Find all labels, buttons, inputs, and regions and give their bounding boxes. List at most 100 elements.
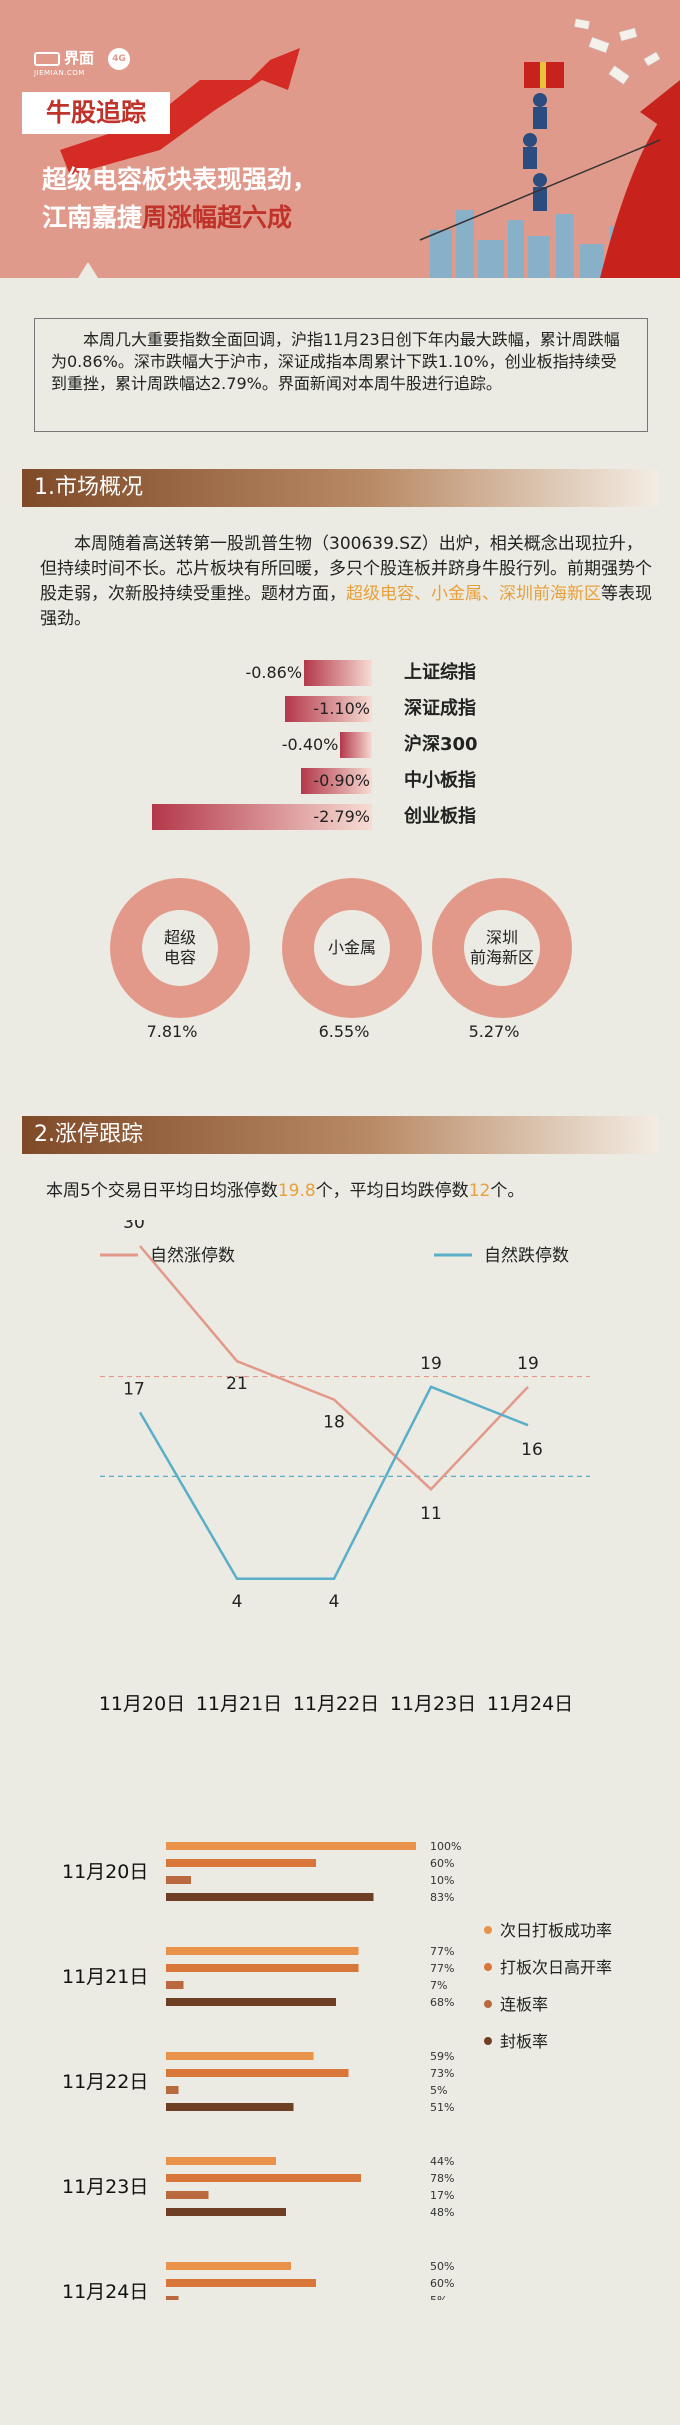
rate-value-label: 5% [430, 2294, 447, 2300]
sector-donut: 小金属 [282, 878, 422, 1018]
rate-value-label: 78% [430, 2172, 454, 2185]
group-date-label: 11月24日 [62, 2281, 148, 2300]
rate-bar [166, 1876, 191, 1884]
rate-bar [166, 2191, 209, 2199]
rate-value-label: 60% [430, 2277, 454, 2290]
sector-donut: 超级 电容 [110, 878, 250, 1018]
rate-value-label: 100% [430, 1840, 461, 1853]
legend-label: 自然跌停数 [484, 1246, 569, 1266]
x-tick-label: 11月24日 [487, 1693, 573, 1715]
rate-value-label: 73% [430, 2067, 454, 2080]
stats-text-c: 个。 [490, 1181, 525, 1201]
point-value-label: 19 [420, 1354, 442, 1374]
column-tag: 牛股追踪 [22, 92, 170, 134]
sector-name: 超级 电容 [142, 910, 218, 986]
rate-bar [166, 1842, 416, 1850]
sector-pct-label: 7.81% [146, 1022, 198, 1041]
headline-stock: 江南嘉捷 [42, 203, 143, 232]
header-illustration [60, 18, 680, 278]
index-value-label: -0.86% [245, 663, 303, 682]
section2-title: 2.涨停跟踪 [22, 1116, 658, 1154]
section1-title: 1.市场概况 [22, 469, 658, 507]
rate-bar [166, 2174, 361, 2182]
index-name-label: 中小板指 [404, 770, 476, 791]
point-value-label: 18 [323, 1413, 345, 1433]
limit-rate-bar-chart: 11月20日 100% 60% 10% 83% 11月21日 77% 77% 7% 68% 11月2… [62, 1840, 612, 2300]
point-value-label: 11 [420, 1504, 442, 1524]
point-value-label: 4 [329, 1592, 340, 1612]
group-date-label: 11月23日 [62, 2176, 148, 2198]
index-name-label: 上证综指 [404, 662, 476, 683]
legend-dot [484, 2037, 492, 2045]
legend-label: 打板次日高开率 [500, 1958, 612, 1977]
headline-rest: 周涨幅超六成 [142, 203, 293, 232]
x-tick-label: 11月21日 [196, 1693, 282, 1715]
rate-bar [166, 1964, 359, 1972]
x-tick-label: 11月22日 [293, 1693, 379, 1715]
sector-pct-label: 5.27% [468, 1022, 520, 1041]
rate-bar [166, 1947, 359, 1955]
limit-stats: 本周5个交易日平均日均涨停数19.8个，平均日均跌停数12个。 [46, 1176, 524, 1201]
rate-value-label: 50% [430, 2260, 454, 2273]
legend-dot [484, 1926, 492, 1934]
section1-paragraph: 本周随着高送转第一股凯普生物（300639.SZ）出炉，相关概念出现拉升，但持续… [40, 532, 652, 632]
index-name-label: 沪深300 [404, 734, 478, 755]
rate-value-label: 77% [430, 1945, 454, 1958]
index-bar [340, 732, 372, 758]
rate-bar [166, 2103, 294, 2111]
rate-bar [166, 1998, 336, 2006]
logo-badge: 4G [108, 48, 130, 70]
group-date-label: 11月21日 [62, 1966, 148, 1988]
index-bar [300, 768, 372, 794]
headline-line1: 超级电容板块表现强劲， [42, 165, 318, 194]
rate-bar [166, 2157, 276, 2165]
index-name-label: 创业板指 [404, 806, 476, 827]
stats-text-b: 个，平均日均跌停数 [315, 1181, 469, 1201]
rate-bar [166, 2086, 179, 2094]
sector-name: 深圳 前海新区 [464, 910, 540, 986]
rate-value-label: 7% [430, 1979, 447, 1992]
group-date-label: 11月20日 [62, 1861, 148, 1883]
legend-label: 自然涨停数 [150, 1246, 235, 1266]
stats-avg-up: 19.8 [277, 1181, 316, 1201]
legend-label: 次日打板成功率 [500, 1921, 612, 1940]
x-tick-label: 11月23日 [390, 1693, 476, 1715]
rate-bar [166, 1981, 184, 1989]
rate-value-label: 10% [430, 1874, 454, 1887]
rate-value-label: 44% [430, 2155, 454, 2168]
rate-bar [166, 2296, 179, 2300]
para-highlight: 超级电容、小金属、深圳前海新区 [346, 584, 601, 604]
point-value-label: 16 [521, 1440, 543, 1460]
rate-bar [166, 2208, 286, 2216]
point-value-label: 30 [123, 1220, 145, 1233]
sector-pct-label: 6.55% [318, 1022, 370, 1041]
logo-icon [34, 52, 60, 66]
rate-bar [166, 1893, 374, 1901]
rate-value-label: 5% [430, 2084, 447, 2097]
rate-bar [166, 2069, 349, 2077]
legend-dot [484, 1963, 492, 1971]
point-value-label: 17 [123, 1379, 145, 1399]
rate-value-label: 83% [430, 1891, 454, 1904]
rate-value-label: 77% [430, 1962, 454, 1975]
stats-avg-down: 12 [468, 1181, 491, 1201]
index-bar [151, 804, 372, 830]
rate-value-label: 59% [430, 2050, 454, 2063]
para-text-a: 本周随着高送转第一股凯普生物（300639.SZ）出炉，相关概念出现拉升，但持续… [40, 534, 652, 604]
rate-bar [166, 2052, 314, 2060]
legend-label: 连板率 [500, 1995, 548, 2014]
rate-bar [166, 2279, 316, 2287]
legend-label: 封板率 [500, 2032, 548, 2051]
group-date-label: 11月22日 [62, 2071, 148, 2093]
series-line [138, 1385, 529, 1581]
rate-bar [166, 1859, 316, 1867]
stats-text-a: 本周5个交易日平均日均涨停数 [46, 1181, 278, 1201]
x-tick-label: 11月20日 [99, 1693, 185, 1715]
index-name-label: 深证成指 [404, 698, 476, 719]
index-bar [285, 696, 372, 722]
series-line [139, 1245, 529, 1491]
sector-donut: 深圳 前海新区 [432, 878, 572, 1018]
logo-subtitle: JIEMIAN.COM [34, 69, 85, 77]
logo-name: 界面 [64, 49, 95, 67]
index-value-label: -0.90% [313, 771, 370, 790]
